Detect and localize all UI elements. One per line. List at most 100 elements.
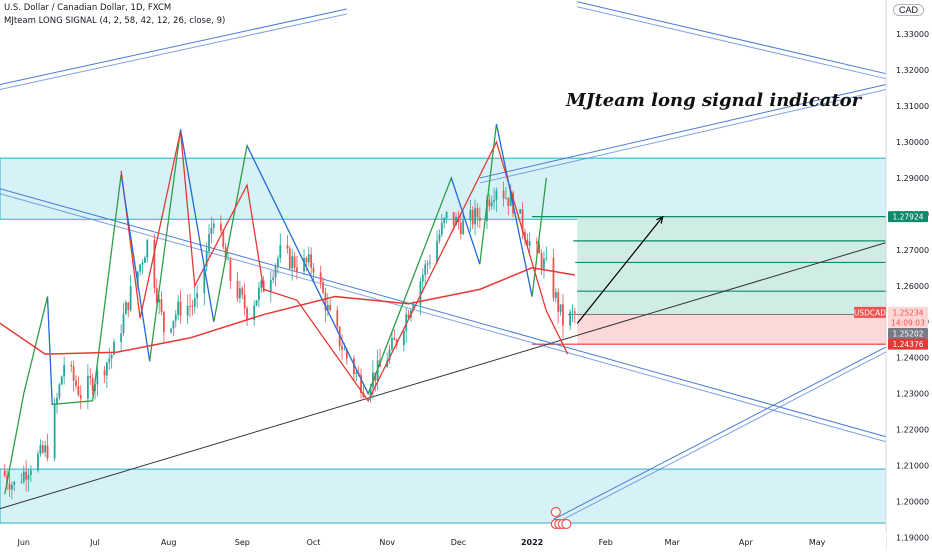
candle-body [493, 199, 495, 203]
y-tick-label: 1.21000 [896, 462, 929, 471]
candle-body [260, 280, 263, 288]
time-axis-bg [0, 532, 886, 550]
indicator-title: MJteam LONG SIGNAL (4, 2, 58, 42, 12, 26… [4, 16, 226, 26]
target-price-label: 1.27924 [892, 213, 923, 222]
candle-body [341, 346, 343, 350]
y-tick-label: 1.29000 [896, 174, 929, 183]
candle-body [519, 209, 522, 214]
candle-body [557, 292, 560, 312]
candle-body [440, 222, 443, 235]
candle-body [391, 338, 393, 350]
candle-body [424, 264, 427, 275]
candle-body [419, 281, 422, 305]
resistance-trendline-parallel [0, 193, 887, 443]
candle-body [77, 385, 80, 395]
resistance-trendline [0, 188, 887, 438]
x-tick-label: Apr [739, 538, 754, 547]
x-tick-label: Aug [161, 538, 177, 547]
candle-body [279, 245, 282, 259]
candle-body [353, 358, 355, 375]
zigzag-red [120, 131, 569, 403]
candle-body [543, 258, 545, 269]
candle-body [562, 304, 564, 326]
candle-body [72, 366, 75, 381]
symbol-price-tag-bg [854, 306, 886, 318]
candle-body [41, 445, 44, 453]
candle-body [445, 211, 448, 219]
candle-body [310, 254, 313, 268]
candle-body [540, 253, 543, 269]
x-tick-label: May [809, 538, 826, 547]
zigzag-blue [495, 123, 533, 297]
target-price-label-bg [888, 211, 928, 223]
candle-body [495, 190, 498, 200]
support-zone [0, 468, 887, 524]
event-marker-icon [550, 506, 561, 518]
candle-body [438, 234, 441, 241]
candle-body [158, 299, 161, 303]
candle-body [319, 272, 322, 283]
candle-body [186, 305, 189, 316]
candle-body [110, 354, 113, 359]
candle-body [573, 311, 576, 314]
y-tick-label: 1.20000 [896, 497, 929, 506]
candle-body [146, 239, 149, 258]
symbol-title: U.S. Dollar / Canadian Dollar, 1D, FXCM [4, 3, 172, 13]
candle-body [388, 349, 391, 361]
candle-body [75, 380, 77, 386]
zigzag-blue [120, 174, 151, 362]
candle-body [25, 471, 28, 480]
candle-body [172, 320, 175, 329]
candle-body [343, 349, 346, 351]
candle-body [312, 267, 315, 273]
candle-body [210, 227, 213, 235]
x-tick-label: Mar [665, 538, 681, 547]
price-axis-bg [886, 0, 932, 550]
candle-body [277, 258, 279, 267]
entry-price-label: 1.25202 [892, 329, 923, 338]
candle-body [153, 239, 156, 289]
candle-body [58, 384, 61, 398]
candle-body [559, 304, 562, 312]
channel-upper-parallel [0, 13, 347, 90]
zigzag-layer [4, 123, 569, 495]
candle-body [443, 218, 446, 223]
candle-body [255, 300, 258, 306]
candle-body [27, 474, 30, 480]
candle-body [469, 210, 472, 221]
zones-layer [0, 157, 887, 524]
candle-body [143, 257, 146, 263]
candle-body [324, 292, 327, 311]
candle-body [89, 375, 92, 379]
symbol-price-tag: USDCAD [854, 308, 886, 317]
candle-body [120, 333, 123, 342]
candle-body [571, 311, 574, 313]
countdown-label: 14:09:03 [891, 318, 925, 327]
candle-body [269, 279, 272, 292]
candle-body [478, 217, 481, 222]
x-tick-label: Nov [379, 538, 395, 547]
candle-body [224, 247, 227, 260]
candle-body [412, 304, 415, 311]
candle-body [155, 288, 158, 303]
zigzag-blue [246, 145, 369, 394]
candle-body [258, 287, 260, 301]
candle-body [405, 314, 408, 331]
y-tick-label: 1.27000 [896, 246, 929, 255]
candle-body [524, 231, 526, 240]
candle-body [486, 199, 488, 222]
stop-area [577, 314, 886, 345]
candle-body [336, 310, 339, 327]
candle-body [322, 282, 324, 293]
candle-body [8, 483, 11, 490]
candle-body [203, 266, 206, 294]
candle-body [345, 349, 348, 359]
candle-body [103, 370, 106, 376]
currency-badge[interactable]: CAD [893, 4, 925, 16]
candle-body [63, 364, 66, 377]
candle-body [502, 190, 505, 199]
candle-body [402, 330, 405, 346]
stop-price-label: 1.24376 [892, 340, 923, 349]
